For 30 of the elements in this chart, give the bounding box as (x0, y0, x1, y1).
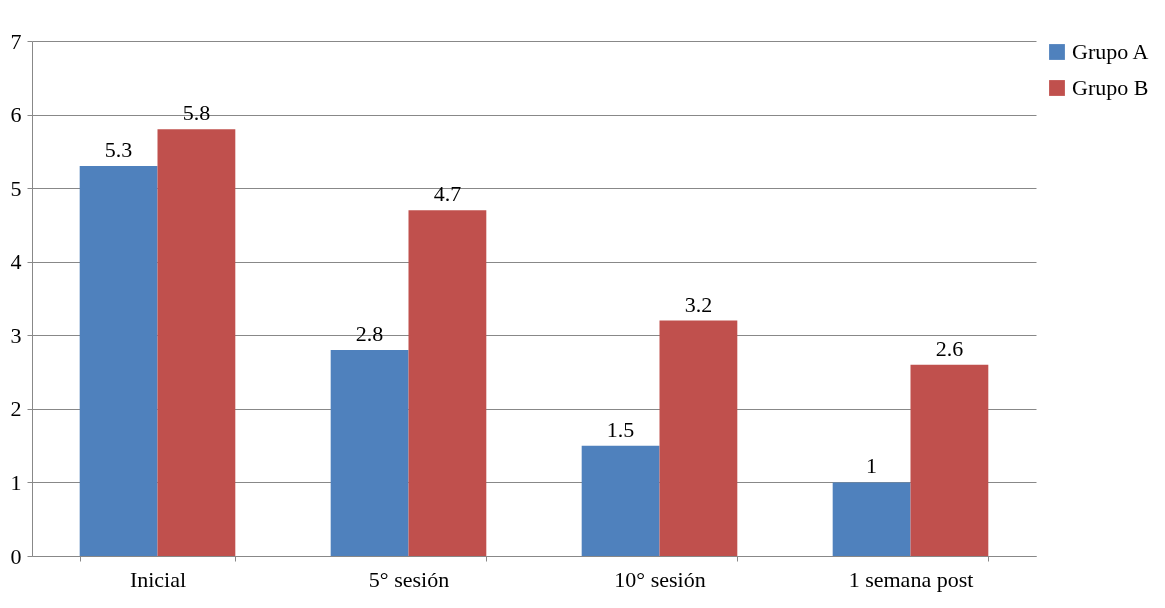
bar (581, 445, 660, 556)
x-tick-label: 10° sesión (614, 566, 706, 592)
bar (330, 350, 409, 556)
x-tick-label: 1 semana post (848, 566, 974, 592)
y-tick-label: 4 (10, 249, 22, 275)
y-tick-label: 1 (10, 469, 22, 495)
bar (408, 210, 487, 556)
bar (659, 320, 738, 556)
data-label: 5.3 (104, 137, 133, 163)
data-label: 2.6 (935, 335, 964, 361)
bar (832, 482, 911, 556)
y-tick-label: 3 (10, 322, 22, 348)
data-label: 1.5 (606, 416, 635, 442)
bar (157, 129, 236, 556)
y-tick-label: 7 (10, 28, 22, 54)
y-tick-label: 6 (10, 102, 22, 128)
data-label: 2.8 (355, 321, 384, 346)
data-label: 1 (866, 453, 878, 479)
x-tick-label: Inicial (129, 566, 187, 592)
y-tick-label: 5 (10, 175, 22, 201)
legend-label: Grupo A (1072, 39, 1149, 64)
y-tick-label: 0 (10, 543, 22, 569)
y-tick-label: 2 (10, 396, 22, 422)
data-label: 3.2 (684, 291, 713, 317)
bar (79, 166, 158, 556)
legend-label: Grupo B (1072, 75, 1149, 100)
data-label: 5.8 (182, 100, 211, 126)
x-tick-label: 5° sesión (368, 566, 450, 592)
data-label: 4.7 (433, 181, 462, 207)
bar (910, 364, 989, 556)
